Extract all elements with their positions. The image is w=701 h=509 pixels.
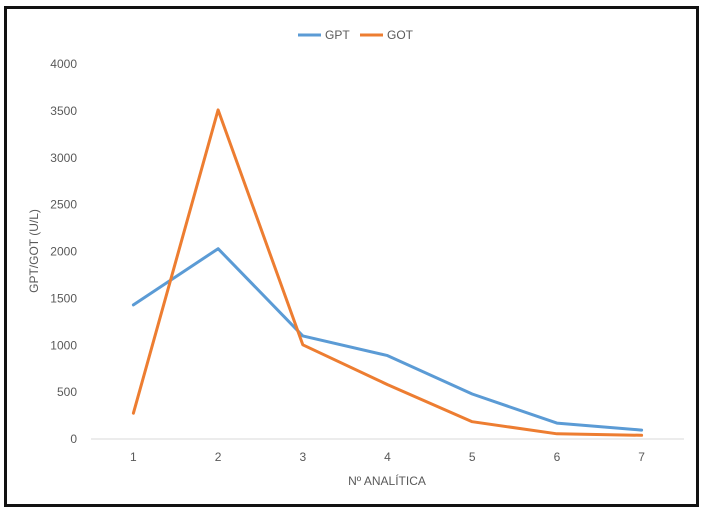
series-line-gpt bbox=[131, 247, 644, 432]
x-tick-label: 2 bbox=[215, 450, 222, 464]
legend-label: GPT bbox=[325, 28, 350, 42]
x-tick-label: 6 bbox=[554, 450, 561, 464]
legend-item-got: GOT bbox=[360, 28, 414, 42]
x-axis-label: Nº ANALÍTICA bbox=[348, 473, 426, 488]
legend-label: GOT bbox=[387, 28, 414, 42]
chart-frame: GPT GOT GPT/GOT (U/L) 0 500 1000 1500 2000 250… bbox=[4, 6, 699, 507]
y-tick-label: 1000 bbox=[50, 338, 77, 352]
line-chart: GPT GOT GPT/GOT (U/L) 0500100015002000250… bbox=[27, 28, 684, 488]
series-group bbox=[131, 108, 644, 437]
y-tick-label: 3000 bbox=[50, 151, 77, 165]
series-line-got bbox=[131, 108, 644, 437]
y-tick-label: 3500 bbox=[50, 104, 77, 118]
x-axis-ticks: 1 2 3 4 5 6 7 bbox=[130, 450, 645, 464]
legend-item-gpt: GPT bbox=[298, 28, 350, 42]
legend: GPT GOT bbox=[298, 28, 414, 42]
y-tick-label: 1500 bbox=[50, 291, 77, 305]
x-tick-label: 3 bbox=[299, 450, 306, 464]
y-tick-label: 2000 bbox=[50, 245, 77, 259]
y-axis-label: GPT/GOT (U/L) bbox=[27, 209, 41, 293]
y-tick-label: 2500 bbox=[50, 198, 77, 212]
x-tick-label: 5 bbox=[469, 450, 476, 464]
y-axis-ticks: 0 500 1000 1500 2000 2500 3000 3500 4000 bbox=[50, 57, 77, 446]
y-tick-label: 4000 bbox=[50, 57, 77, 71]
x-tick-label: 1 bbox=[130, 450, 137, 464]
x-tick-label: 4 bbox=[384, 450, 391, 464]
x-tick-label: 7 bbox=[638, 450, 645, 464]
y-tick-label: 0 bbox=[70, 432, 77, 446]
y-tick-label: 500 bbox=[57, 385, 77, 399]
